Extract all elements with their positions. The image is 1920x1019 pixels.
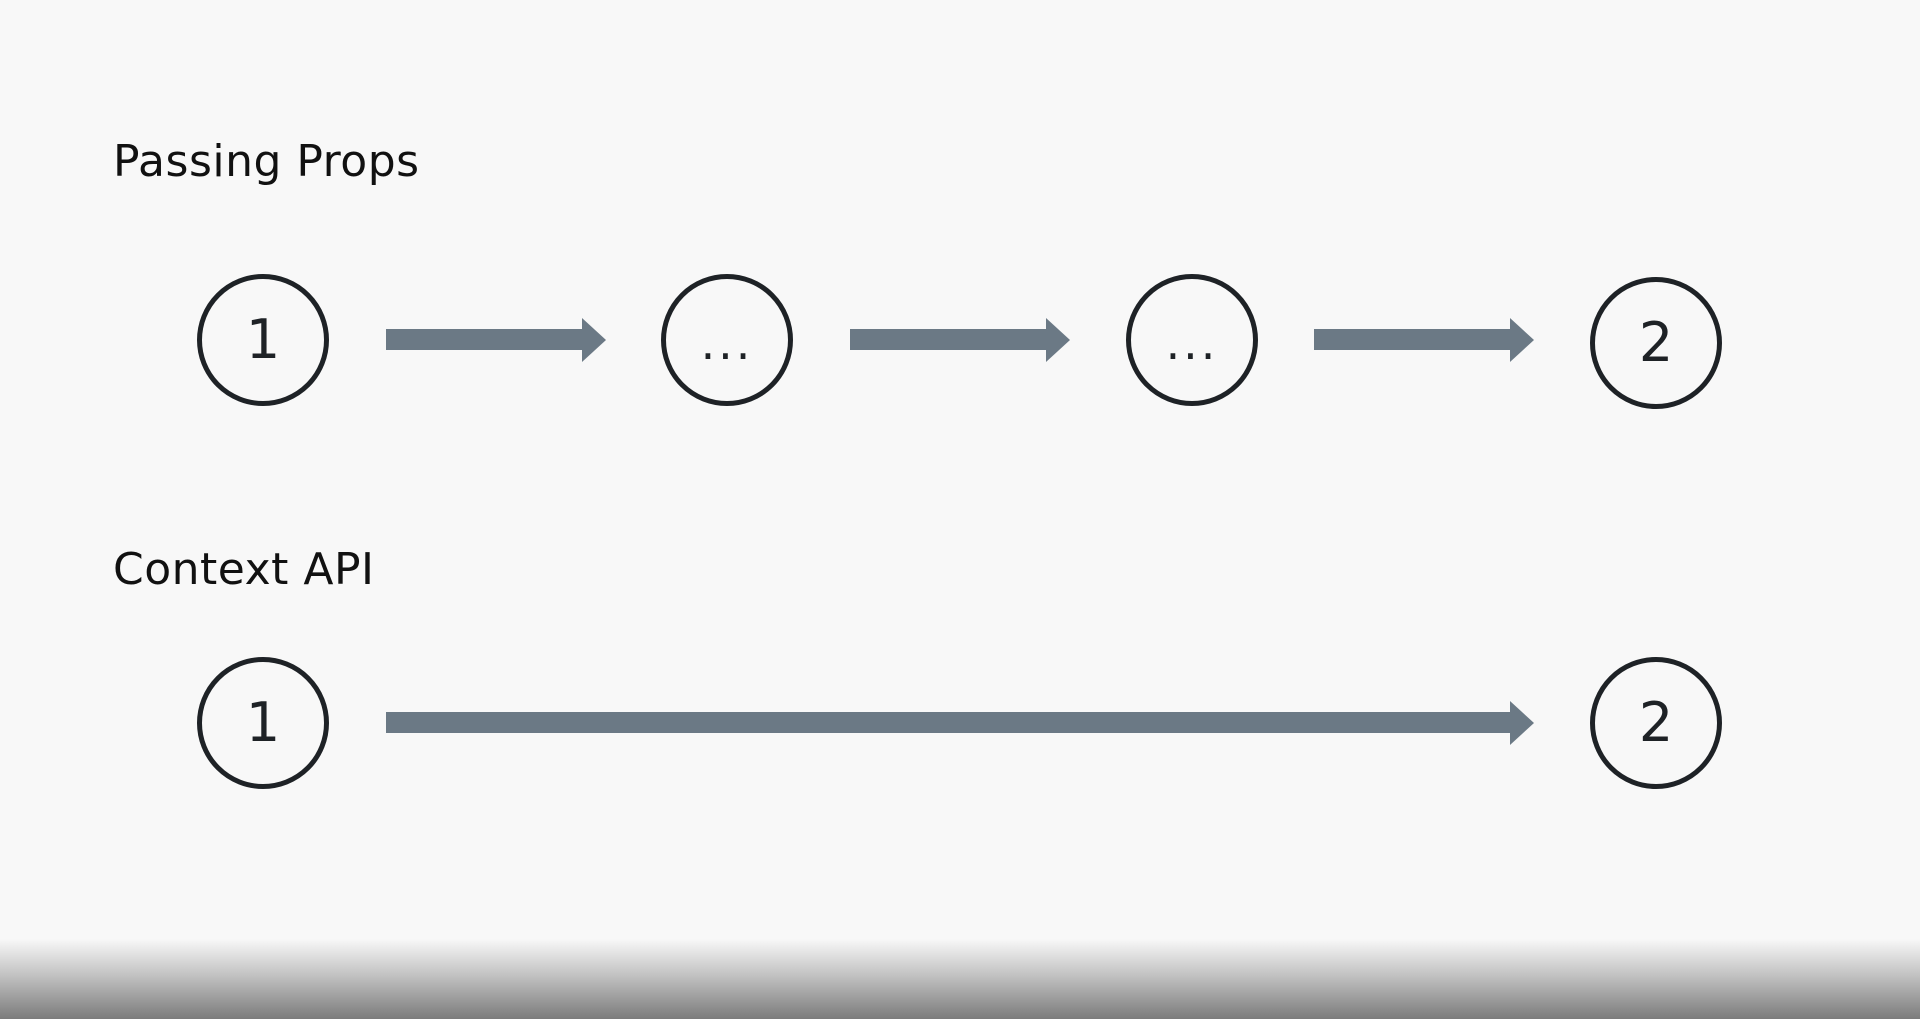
props-node-2: ... [661,274,793,406]
props-node-3: ... [1126,274,1258,406]
props-arrow-3 [1314,318,1534,362]
context-node-1-label: 1 [245,691,281,754]
context-node-2-label: 2 [1638,691,1674,754]
context-node-1: 1 [197,657,329,789]
props-node-4: 2 [1590,277,1722,409]
context-api-title: Context API [113,544,375,595]
bottom-shade [0,939,1920,1019]
context-arrow [386,701,1534,745]
props-node-1: 1 [197,274,329,406]
passing-props-title: Passing Props [113,136,420,187]
props-arrow-2 [850,318,1070,362]
props-node-3-label: ... [1165,316,1219,370]
props-node-1-label: 1 [245,308,281,371]
props-arrow-1 [386,318,606,362]
props-node-4-label: 2 [1638,311,1674,374]
props-node-2-label: ... [700,316,754,370]
context-node-2: 2 [1590,657,1722,789]
